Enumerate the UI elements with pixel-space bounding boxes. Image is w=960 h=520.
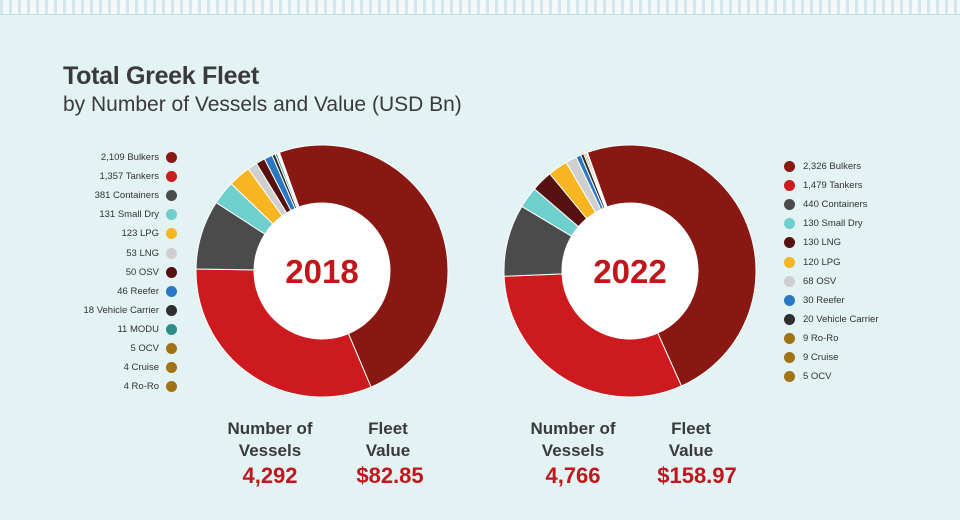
- legend-swatch: [784, 180, 795, 192]
- legend-label: 4 Ro-Ro: [123, 381, 159, 393]
- legend-item: 131 Small Dry: [0, 205, 177, 224]
- legend-item: 30 Reefer: [784, 291, 954, 310]
- legend-label: 20 Vehicle Carrier: [803, 313, 879, 325]
- value-label-2022: Fleet Value: [668, 419, 714, 460]
- legend-item: 381 Containers: [0, 186, 177, 205]
- legend-label: 440 Containers: [803, 199, 868, 211]
- legend-swatch: [784, 275, 795, 287]
- legend-label: 2,326 Bulkers: [803, 161, 862, 173]
- legend-swatch: [166, 209, 177, 221]
- chart-subtitle: by Number of Vessels and Value (USD Bn): [63, 93, 462, 116]
- legend-swatch: [784, 256, 795, 268]
- legend-swatch: [784, 237, 795, 249]
- legend-swatch: [166, 266, 177, 278]
- donut-slice-2022-ocv: [585, 151, 608, 208]
- legend-item: 1,479 Tankers: [784, 176, 954, 195]
- legend-swatch: [166, 152, 177, 164]
- legend-swatch: [784, 294, 795, 306]
- legend-swatch: [166, 323, 177, 335]
- legend-swatch: [166, 342, 177, 354]
- legend-label: 18 Vehicle Carrier: [83, 304, 159, 316]
- legend-swatch: [784, 371, 795, 383]
- donut-center-2018: [254, 203, 390, 339]
- legend-swatch: [166, 362, 177, 374]
- legend-label: 9 Ro-Ro: [803, 332, 839, 344]
- legend-item: 50 OSV: [0, 263, 177, 282]
- legend-swatch: [166, 304, 177, 316]
- vessels-total-2018: 4,292: [242, 463, 298, 488]
- legend-label: 5 OCV: [130, 342, 159, 354]
- legend-swatch: [784, 351, 795, 363]
- legend-item: 120 LPG: [784, 252, 954, 271]
- legend-item: 123 LPG: [0, 224, 177, 243]
- vessels-total-2022: 4,766: [545, 463, 601, 488]
- legend-item: 9 Cruise: [784, 348, 954, 367]
- legend-label: 120 LPG: [803, 256, 841, 268]
- fleet-value-2022: $158.97: [657, 463, 737, 488]
- legend-item: 53 LNG: [0, 243, 177, 262]
- legend-label: 131 Small Dry: [99, 209, 159, 221]
- legend-item: 130 Small Dry: [784, 214, 954, 233]
- legend-item: 440 Containers: [784, 195, 954, 214]
- vessels-label-2022: Number of Vessels: [530, 419, 616, 460]
- legend-swatch: [166, 190, 177, 202]
- legend-swatch: [166, 171, 177, 183]
- legend-label: 11 MODU: [117, 323, 159, 335]
- legend-label: 4 Cruise: [123, 362, 159, 374]
- legend-item: 20 Vehicle Carrier: [784, 310, 954, 329]
- legend-label: 46 Reefer: [117, 285, 159, 297]
- legend-swatch: [166, 247, 177, 259]
- legend-swatch: [784, 332, 795, 344]
- legend-item: 2,326 Bulkers: [784, 157, 954, 176]
- chart-title: Total Greek Fleet: [63, 62, 259, 90]
- legend-label: 50 OSV: [125, 266, 159, 278]
- legend-label: 123 LPG: [121, 228, 160, 240]
- legend-item: 5 OCV: [0, 339, 177, 358]
- legend-2022: 2,326 Bulkers 1,479 Tankers 440 Containers…: [784, 157, 954, 386]
- legend-label: 9 Cruise: [803, 351, 839, 363]
- legend-swatch: [784, 161, 795, 173]
- legend-label: 5 OCV: [803, 371, 832, 383]
- legend-swatch: [784, 313, 795, 325]
- donut-year-label: 2018: [285, 253, 358, 290]
- legend-label: 1,357 Tankers: [99, 171, 159, 183]
- legend-label: 130 Small Dry: [803, 218, 863, 230]
- legend-label: 30 Reefer: [803, 294, 845, 306]
- legend-label: 381 Containers: [94, 190, 159, 202]
- legend-item: 9 Ro-Ro: [784, 329, 954, 348]
- donut-center-2022: [562, 203, 698, 339]
- legend-2018: 2,109 Bulkers 1,357 Tankers 381 Containers…: [0, 148, 177, 396]
- legend-item: 2,109 Bulkers: [0, 148, 177, 167]
- legend-item: 68 OSV: [784, 272, 954, 291]
- value-label-2018: Fleet Value: [365, 419, 411, 460]
- legend-swatch: [166, 228, 177, 240]
- legend-item: 4 Ro-Ro: [0, 377, 177, 396]
- legend-label: 68 OSV: [803, 275, 837, 287]
- decorative-top-band: [0, 0, 960, 15]
- legend-swatch: [166, 381, 177, 393]
- legend-item: 5 OCV: [784, 367, 954, 386]
- vessels-label-2018: Number of Vessels: [227, 419, 313, 460]
- legend-item: 4 Cruise: [0, 358, 177, 377]
- legend-swatch: [166, 285, 177, 297]
- legend-item: 18 Vehicle Carrier: [0, 301, 177, 320]
- legend-item: 1,357 Tankers: [0, 167, 177, 186]
- legend-item: 46 Reefer: [0, 282, 177, 301]
- fleet-value-2018: $82.85: [356, 463, 424, 488]
- legend-label: 130 LNG: [803, 237, 842, 249]
- legend-swatch: [784, 199, 795, 211]
- legend-swatch: [784, 218, 795, 230]
- legend-label: 53 LNG: [126, 247, 159, 259]
- legend-label: 2,109 Bulkers: [100, 152, 159, 164]
- legend-item: 130 LNG: [784, 233, 954, 252]
- donut-year-label: 2022: [593, 253, 666, 290]
- legend-item: 11 MODU: [0, 320, 177, 339]
- legend-label: 1,479 Tankers: [803, 180, 863, 192]
